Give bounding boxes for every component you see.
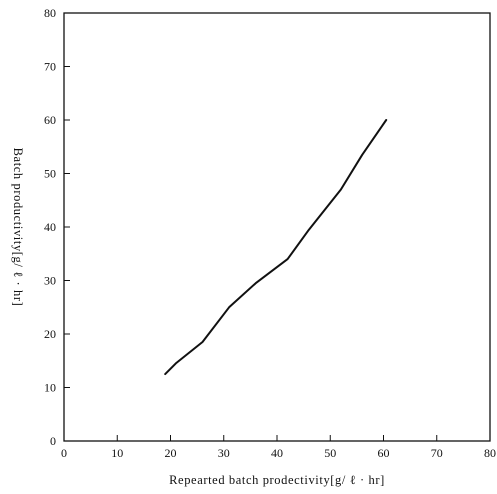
- x-tick-label-30: 30: [218, 446, 230, 460]
- x-axis-title: Repearted batch prodectivity[g/ ℓ · hr]: [169, 473, 385, 487]
- y-tick-label-30: 30: [44, 274, 56, 288]
- y-axis-tick-labels: 0 10 20 30 40 50 60 70 80: [44, 6, 56, 448]
- y-tick-label-20: 20: [44, 327, 56, 341]
- y-tick-label-80: 80: [44, 6, 56, 20]
- y-tick-label-0: 0: [50, 434, 56, 448]
- y-tick-label-50: 50: [44, 167, 56, 181]
- x-tick-label-70: 70: [431, 446, 443, 460]
- y-tick-label-70: 70: [44, 60, 56, 74]
- y-tick-label-10: 10: [44, 381, 56, 395]
- x-tick-label-80: 80: [484, 446, 496, 460]
- x-tick-label-40: 40: [271, 446, 283, 460]
- x-tick-label-60: 60: [378, 446, 390, 460]
- x-tick-label-20: 20: [165, 446, 177, 460]
- x-tick-label-10: 10: [111, 446, 123, 460]
- x-axis-ticks: [63, 435, 491, 441]
- x-tick-label-0: 0: [61, 446, 67, 460]
- y-axis-title: Batch productivity[g/ ℓ · hr]: [11, 148, 25, 307]
- y-tick-label-60: 60: [44, 113, 56, 127]
- y-tick-label-40: 40: [44, 220, 56, 234]
- x-axis-tick-labels: 0 10 20 30 40 50 60 70 80: [61, 446, 496, 460]
- plot-frame: [63, 12, 491, 442]
- x-tick-label-50: 50: [324, 446, 336, 460]
- series-layer: [164, 119, 388, 376]
- y-axis-ticks: [64, 12, 70, 442]
- series-line-0: [164, 119, 388, 376]
